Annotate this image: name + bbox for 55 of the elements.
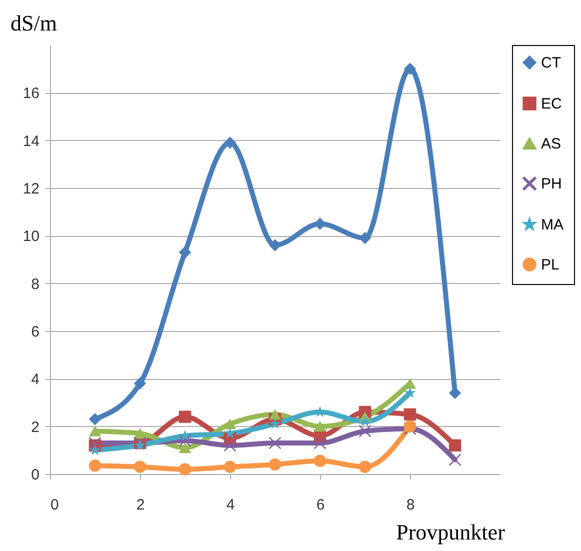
- x-tick-label: 2: [136, 496, 145, 514]
- legend-label: AS: [541, 136, 562, 152]
- legend-label: EC: [541, 96, 562, 112]
- legend-label: CT: [541, 54, 561, 72]
- point: [178, 463, 192, 476]
- point: [448, 439, 462, 452]
- y-tick-label: 8: [31, 276, 40, 293]
- y-tick-label: 4: [31, 371, 40, 388]
- point: [358, 460, 372, 473]
- point: [178, 246, 192, 258]
- x-tick-label: 0: [50, 496, 59, 514]
- point: [178, 410, 192, 423]
- point: [134, 377, 146, 390]
- point: [134, 428, 146, 439]
- point: [134, 439, 146, 450]
- y-tick-label: 16: [22, 85, 40, 102]
- point: [224, 427, 236, 438]
- legend-label: MA: [541, 216, 564, 234]
- point: [359, 415, 371, 427]
- point: [134, 460, 146, 473]
- y-tick-label: 14: [22, 132, 40, 150]
- point: [268, 239, 282, 252]
- point: [88, 413, 102, 426]
- x-tick-label: 8: [406, 496, 415, 514]
- x-tick-label: 4: [226, 496, 235, 514]
- y-axis-title: dS/m: [10, 10, 57, 36]
- point: [88, 426, 102, 436]
- point: [314, 454, 326, 468]
- point: [404, 386, 416, 398]
- point: [224, 136, 236, 149]
- y-tick-label: 12: [22, 180, 40, 198]
- point: [268, 409, 282, 420]
- legend-label: PL: [541, 256, 560, 274]
- point: [404, 62, 416, 75]
- point: [314, 421, 326, 432]
- y-tick-label: 6: [31, 324, 40, 340]
- point: [88, 460, 102, 472]
- point: [224, 418, 236, 430]
- point: [404, 420, 416, 432]
- point: [224, 439, 236, 452]
- x-tick-label: 6: [316, 496, 325, 514]
- point: [224, 460, 236, 473]
- y-tick-label: 0: [31, 466, 40, 484]
- legend-label: PH: [541, 176, 562, 192]
- y-tick-label: 2: [31, 418, 40, 436]
- point: [358, 424, 372, 438]
- x-axis-title: Provpunkter: [396, 520, 506, 544]
- y-tick-label: 10: [22, 228, 40, 246]
- point: [404, 408, 416, 421]
- point: [448, 454, 462, 466]
- point: [268, 458, 282, 471]
- point: [178, 442, 192, 454]
- point: [269, 418, 281, 429]
- point: [179, 430, 191, 441]
- point: [89, 444, 101, 456]
